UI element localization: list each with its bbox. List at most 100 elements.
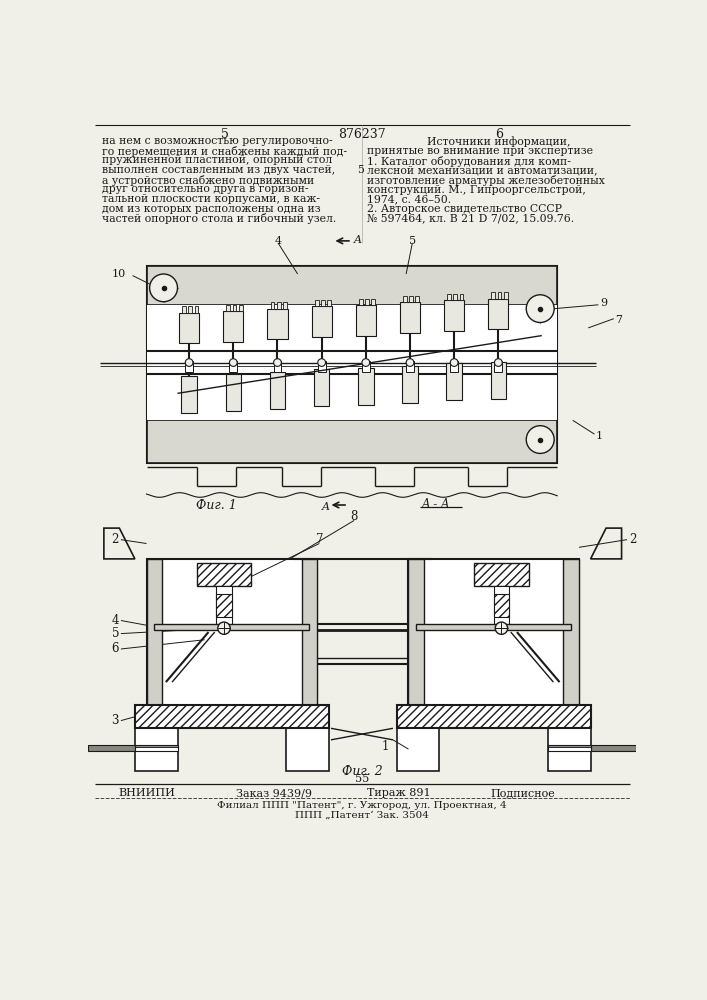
Text: го перемещения и снабжены каждый под-: го перемещения и снабжены каждый под- — [102, 146, 346, 157]
Polygon shape — [146, 266, 557, 305]
Circle shape — [495, 622, 508, 634]
Polygon shape — [146, 559, 162, 721]
Text: тальной плоскости корпусами, в каж-: тальной плоскости корпусами, в каж- — [102, 194, 320, 204]
Polygon shape — [409, 296, 413, 302]
Text: 1: 1 — [382, 740, 389, 753]
Polygon shape — [444, 300, 464, 331]
Polygon shape — [504, 292, 508, 299]
Polygon shape — [489, 299, 508, 329]
Polygon shape — [397, 705, 590, 728]
Polygon shape — [226, 374, 241, 411]
Polygon shape — [135, 728, 177, 771]
Polygon shape — [301, 559, 317, 721]
Text: Подписное: Подписное — [490, 788, 555, 798]
Polygon shape — [448, 294, 451, 300]
Polygon shape — [548, 728, 590, 771]
Text: Филиал ППП "Патент", г. Ужгород, ул. Проектная, 4: Филиал ППП "Патент", г. Ужгород, ул. Про… — [217, 801, 507, 810]
Circle shape — [406, 359, 414, 366]
Polygon shape — [450, 361, 458, 372]
Polygon shape — [371, 299, 375, 305]
Polygon shape — [179, 312, 199, 343]
Polygon shape — [460, 294, 464, 300]
Polygon shape — [446, 363, 462, 400]
Polygon shape — [498, 292, 501, 299]
Text: 5: 5 — [358, 165, 364, 175]
Circle shape — [274, 359, 281, 366]
Text: 10: 10 — [112, 269, 126, 279]
Polygon shape — [223, 311, 243, 342]
Polygon shape — [230, 361, 237, 372]
Polygon shape — [88, 745, 135, 751]
Polygon shape — [494, 361, 502, 372]
Text: 8: 8 — [351, 510, 358, 523]
Polygon shape — [590, 528, 621, 559]
Polygon shape — [474, 563, 529, 586]
Polygon shape — [146, 305, 557, 420]
Polygon shape — [286, 728, 329, 771]
Text: 5: 5 — [221, 128, 228, 141]
Text: принятые во внимание при экспертизе: принятые во внимание при экспертизе — [368, 146, 593, 156]
Circle shape — [494, 359, 502, 366]
Text: 876237: 876237 — [338, 128, 386, 141]
Polygon shape — [402, 366, 418, 403]
Text: 2: 2 — [629, 533, 637, 546]
Polygon shape — [283, 302, 287, 309]
Text: ППП „Патент‘ Зак. 3504: ППП „Патент‘ Зак. 3504 — [295, 811, 429, 820]
Polygon shape — [362, 361, 370, 372]
Text: A: A — [322, 502, 330, 512]
Circle shape — [526, 295, 554, 323]
Circle shape — [526, 426, 554, 453]
Polygon shape — [271, 302, 274, 309]
Polygon shape — [216, 594, 232, 617]
Polygon shape — [365, 299, 369, 305]
Polygon shape — [358, 368, 373, 405]
Text: 1: 1 — [596, 431, 603, 441]
Text: Фиг. 1: Фиг. 1 — [196, 499, 237, 512]
Polygon shape — [276, 302, 281, 309]
Polygon shape — [409, 559, 424, 721]
Text: 55: 55 — [355, 774, 369, 784]
Text: конструкций. М., Гипрооргсельстрой,: конструкций. М., Гипрооргсельстрой, — [368, 185, 586, 195]
Polygon shape — [146, 266, 557, 463]
Text: частей опорного стола и гибочный узел.: частей опорного стола и гибочный узел. — [102, 213, 336, 224]
Text: 2. Авторское свидетельство СССР: 2. Авторское свидетельство СССР — [368, 204, 562, 214]
Polygon shape — [315, 300, 319, 306]
Polygon shape — [491, 292, 495, 299]
Polygon shape — [135, 705, 329, 728]
Polygon shape — [590, 745, 636, 751]
Polygon shape — [397, 728, 440, 771]
Text: Источники информации,: Источники информации, — [427, 136, 571, 147]
Text: на нем с возможностью регулировочно-: на нем с возможностью регулировочно- — [102, 136, 332, 146]
Text: A: A — [354, 235, 362, 245]
Text: 4: 4 — [112, 614, 119, 627]
Text: 7: 7 — [615, 315, 622, 325]
Polygon shape — [182, 376, 197, 413]
Polygon shape — [146, 420, 557, 463]
Text: лексной механизации и автоматизации,: лексной механизации и автоматизации, — [368, 165, 598, 175]
Polygon shape — [400, 302, 420, 333]
Polygon shape — [182, 306, 186, 312]
Polygon shape — [416, 624, 571, 630]
Polygon shape — [312, 306, 332, 337]
Circle shape — [450, 359, 458, 366]
Text: 2: 2 — [112, 533, 119, 546]
Polygon shape — [233, 305, 236, 311]
Polygon shape — [327, 300, 331, 306]
Polygon shape — [563, 559, 579, 721]
Polygon shape — [270, 372, 285, 409]
Circle shape — [362, 359, 370, 366]
Polygon shape — [403, 296, 407, 302]
Polygon shape — [493, 594, 509, 617]
Polygon shape — [135, 745, 177, 751]
Polygon shape — [321, 300, 325, 306]
Text: 1974, с. 46–50.: 1974, с. 46–50. — [368, 194, 452, 204]
Polygon shape — [493, 586, 509, 628]
Text: дом из которых расположены одна из: дом из которых расположены одна из — [102, 204, 320, 214]
Text: 3: 3 — [112, 714, 119, 727]
Polygon shape — [416, 296, 419, 302]
Text: друг относительно друга в горизон-: друг относительно друга в горизон- — [102, 184, 308, 194]
Circle shape — [317, 359, 325, 366]
Circle shape — [230, 359, 237, 366]
Text: ВНИИПИ: ВНИИПИ — [118, 788, 175, 798]
Text: выполнен составленным из двух частей,: выполнен составленным из двух частей, — [102, 165, 335, 175]
